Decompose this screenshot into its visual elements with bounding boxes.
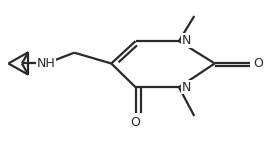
Text: O: O bbox=[131, 116, 140, 129]
Text: N: N bbox=[182, 81, 192, 94]
Text: N: N bbox=[182, 34, 192, 47]
Text: NH: NH bbox=[37, 57, 56, 70]
Text: O: O bbox=[253, 57, 263, 70]
